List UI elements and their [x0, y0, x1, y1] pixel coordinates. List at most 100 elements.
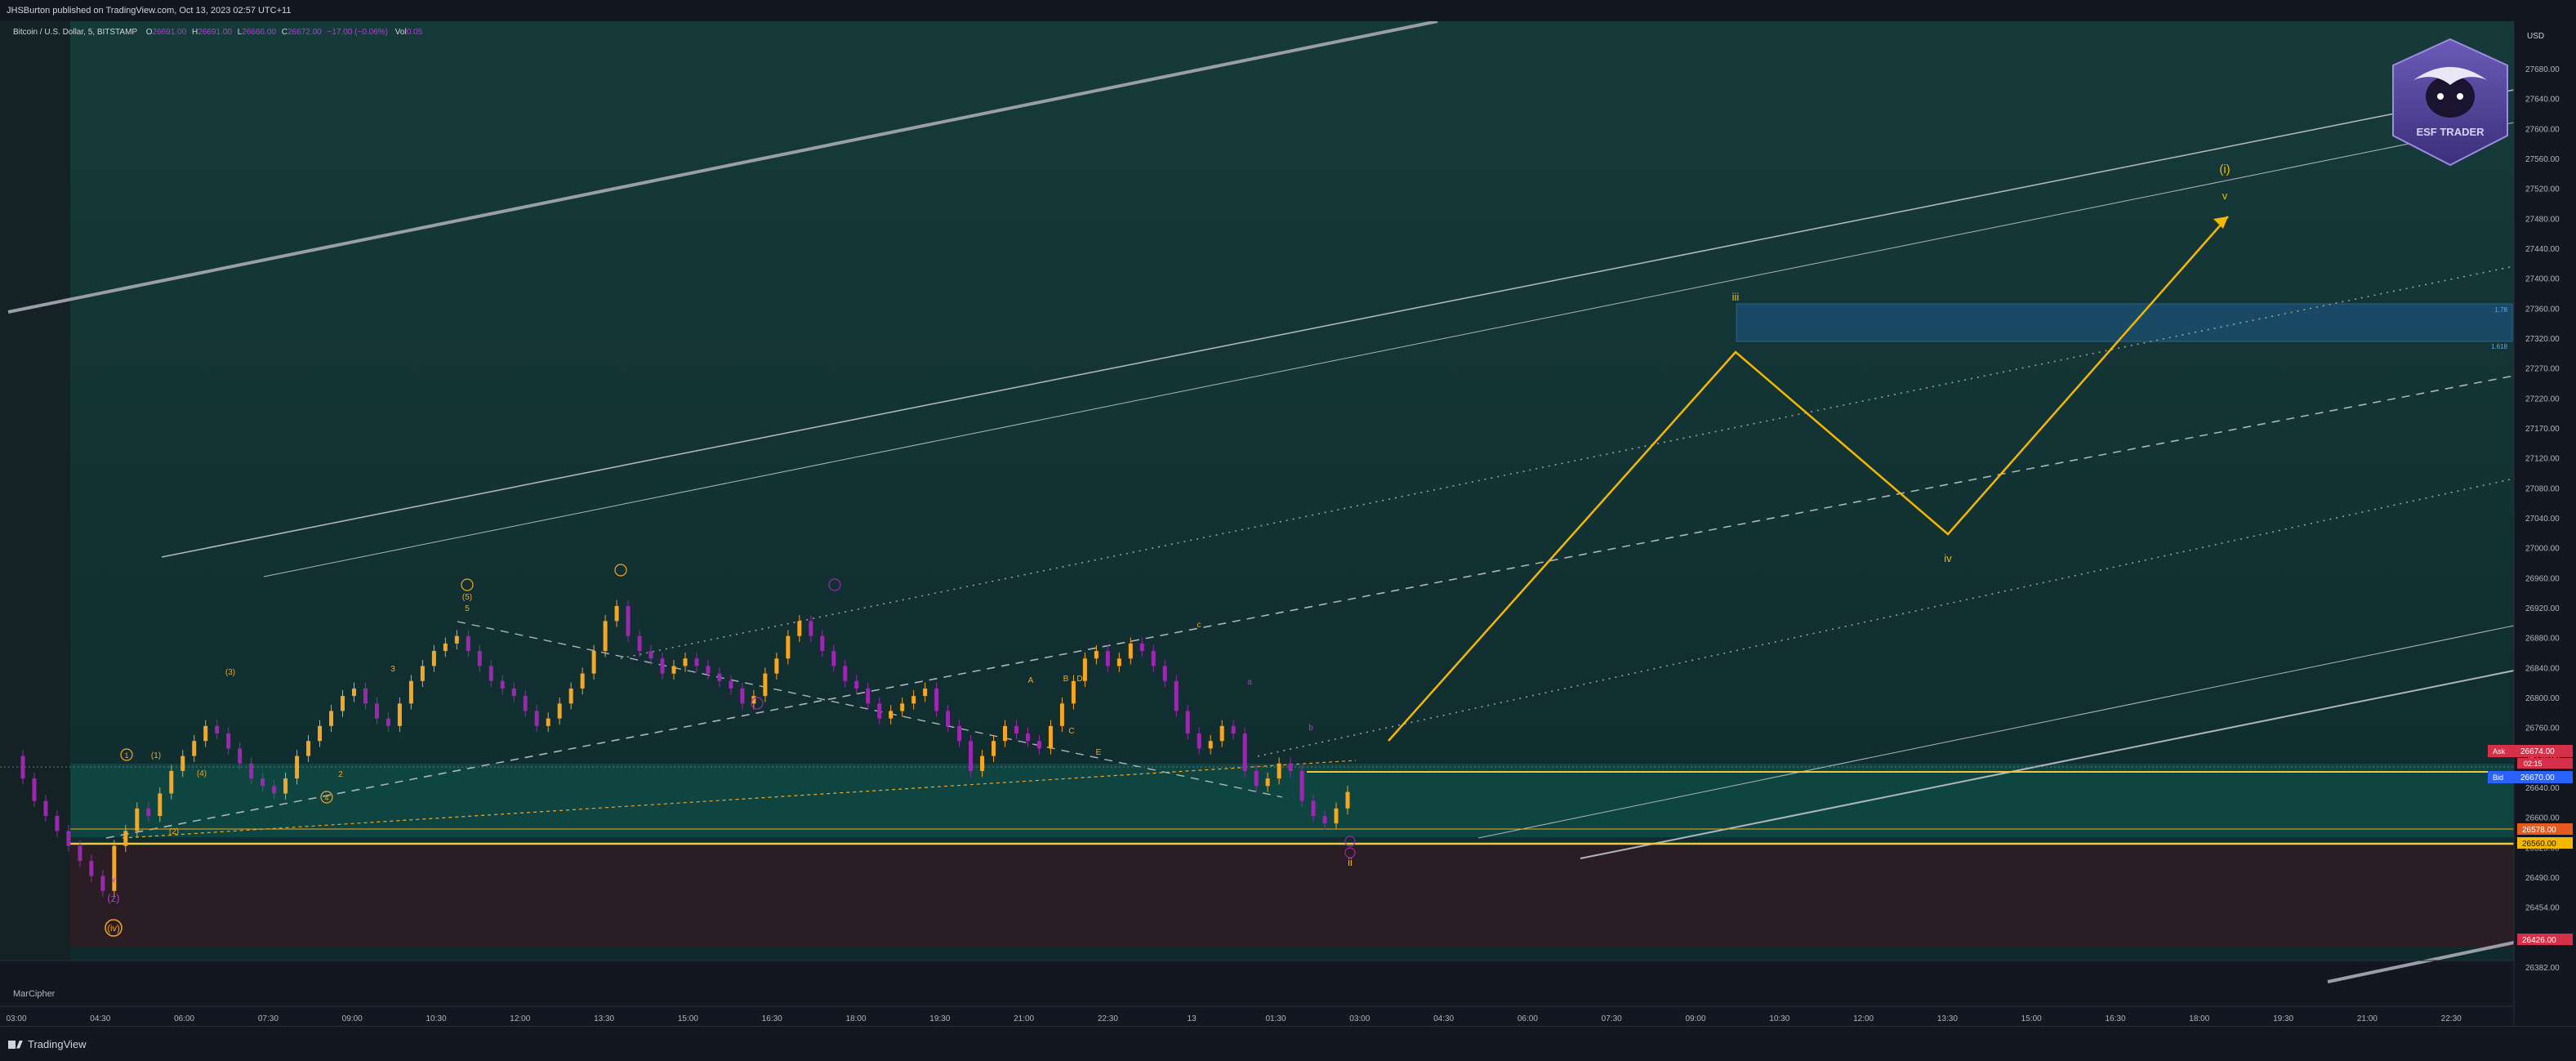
candle-body — [443, 643, 448, 652]
wave-circle-iv — [105, 919, 123, 937]
candle-body — [934, 688, 939, 711]
candle-body — [1288, 763, 1293, 771]
candle-body — [820, 635, 825, 652]
candle-body — [992, 741, 996, 756]
ask-badge — [2488, 745, 2573, 757]
time-axis[interactable]: 03:00 04:30 06:00 07:30 09:00 10:30 12:00 13:30… — [6, 1014, 2462, 1023]
wave-circle-1 — [120, 748, 133, 761]
target-box-label-bottom: 1.618 — [2491, 343, 2508, 350]
publisher-text: JHSBurton published on TradingView.com, … — [7, 6, 292, 16]
target-box-label-top: 1.78 — [2494, 306, 2507, 314]
candle-body — [717, 673, 722, 681]
candle-body — [626, 605, 631, 636]
candle-body — [420, 666, 425, 681]
dashed-median-line — [105, 375, 2515, 839]
candle-body — [272, 786, 277, 794]
candle-body — [363, 688, 368, 704]
orange-level-value: 26578.00 — [2522, 826, 2556, 835]
price-axis[interactable] — [2514, 21, 2576, 1026]
wave-label-ii: ii — [1348, 856, 1353, 868]
yellow-level-badge — [2517, 837, 2573, 849]
price-tick: 27080.00 — [2525, 484, 2560, 493]
price-tick: 26640.00 — [2525, 784, 2560, 793]
red-level-badge — [2517, 934, 2573, 945]
logo-eye-right — [2457, 93, 2463, 100]
candle-body — [397, 703, 402, 726]
wave-label-a: a — [1247, 678, 1252, 687]
price-chart[interactable]: 1.78 1.618 (i) v iii iv ii (z) (iv) v 1 … — [0, 20, 2576, 1026]
candle-body — [1071, 680, 1076, 704]
candle-body — [511, 688, 516, 697]
orange-level-badge — [2517, 823, 2573, 835]
price-tick: 27680.00 — [2525, 65, 2560, 74]
candle-body — [66, 831, 71, 846]
price-tick: 27000.00 — [2525, 545, 2560, 554]
wave-label-z: (z) — [107, 892, 119, 904]
upper-thick-trendline — [7, 20, 1438, 314]
candle-body — [729, 680, 733, 689]
price-tick: 27440.00 — [2525, 245, 2560, 254]
price-tick: 27170.00 — [2525, 425, 2560, 434]
wave-circle-ii-b — [1344, 847, 1356, 858]
time-tick: 09:00 — [342, 1014, 363, 1023]
wave-label-w2: (2) — [169, 827, 179, 836]
price-tick: 27640.00 — [2525, 96, 2560, 105]
symbol-name[interactable]: Bitcoin / U.S. Dollar, 5, BITSTAMP — [13, 28, 137, 37]
candle-body — [169, 770, 174, 794]
candle-body — [854, 680, 859, 689]
chart-area[interactable]: 1.78 1.618 (i) v iii iv ii (z) (iv) v 1 … — [0, 20, 2576, 1026]
candle-body — [477, 651, 482, 666]
candle-body — [957, 725, 962, 742]
wave-label-E: E — [1096, 748, 1102, 757]
tradingview-brand: TradingView — [28, 1038, 87, 1050]
price-tick: 26454.00 — [2525, 904, 2560, 913]
wave-label-v-hist: v — [112, 876, 116, 885]
wave-circle-ii-a — [1344, 836, 1356, 847]
indicator-name[interactable]: MarCipher — [13, 989, 56, 999]
candle-body — [1025, 733, 1030, 742]
target-box — [1736, 303, 2513, 342]
candle-body — [706, 666, 711, 674]
time-tick: 06:00 — [1518, 1014, 1538, 1023]
time-tick: 12:00 — [510, 1014, 530, 1023]
wave-label-w3: (3) — [225, 668, 235, 677]
candle-body — [20, 756, 25, 779]
candle-body — [1277, 763, 1281, 779]
tradingview-logo[interactable]: TradingView — [8, 1038, 87, 1050]
logo-face — [2426, 75, 2475, 118]
candle-body — [1334, 808, 1339, 824]
price-tick: 27270.00 — [2525, 365, 2560, 374]
time-tick: 01:30 — [1265, 1014, 1286, 1023]
publisher-banner: JHSBurton published on TradingView.com, … — [0, 0, 2576, 21]
wave-circle-a — [751, 697, 764, 710]
candle-body — [911, 696, 916, 704]
footer-bar: TradingView — [0, 1026, 2576, 1061]
logo-text: ESF TRADER — [2416, 126, 2485, 138]
symbol-info[interactable]: Bitcoin / U.S. Dollar, 5, BITSTAMP O2669… — [13, 28, 423, 37]
price-tick: 27520.00 — [2525, 185, 2560, 194]
price-tick: 27040.00 — [2525, 515, 2560, 524]
candle-body — [158, 793, 163, 816]
wave-label-b: b — [1308, 724, 1313, 733]
price-tick: 26960.00 — [2525, 574, 2560, 583]
candle-body — [112, 845, 117, 891]
wave-label-4: 4 — [324, 794, 328, 802]
currency-label[interactable]: USD — [2527, 32, 2544, 41]
candle-body — [900, 703, 905, 711]
candles-group — [20, 600, 1350, 898]
time-tick: 15:00 — [678, 1014, 698, 1023]
candle-body — [1322, 815, 1327, 824]
candle-body — [923, 688, 928, 697]
candle-body — [203, 725, 208, 742]
candle-body — [1139, 643, 1144, 652]
price-tick: 27600.00 — [2525, 125, 2560, 134]
candle-body — [969, 741, 974, 771]
logo-hair — [2413, 67, 2487, 85]
wave-label-1: 1 — [124, 751, 128, 760]
candle-body — [1254, 770, 1259, 787]
ask-label: Ask — [2493, 747, 2506, 756]
time-tick: 15:00 — [2021, 1014, 2042, 1023]
time-tick: 13:30 — [594, 1014, 614, 1023]
bid-label: Bid — [2493, 773, 2503, 782]
time-tick: 13:30 — [1937, 1014, 1958, 1023]
